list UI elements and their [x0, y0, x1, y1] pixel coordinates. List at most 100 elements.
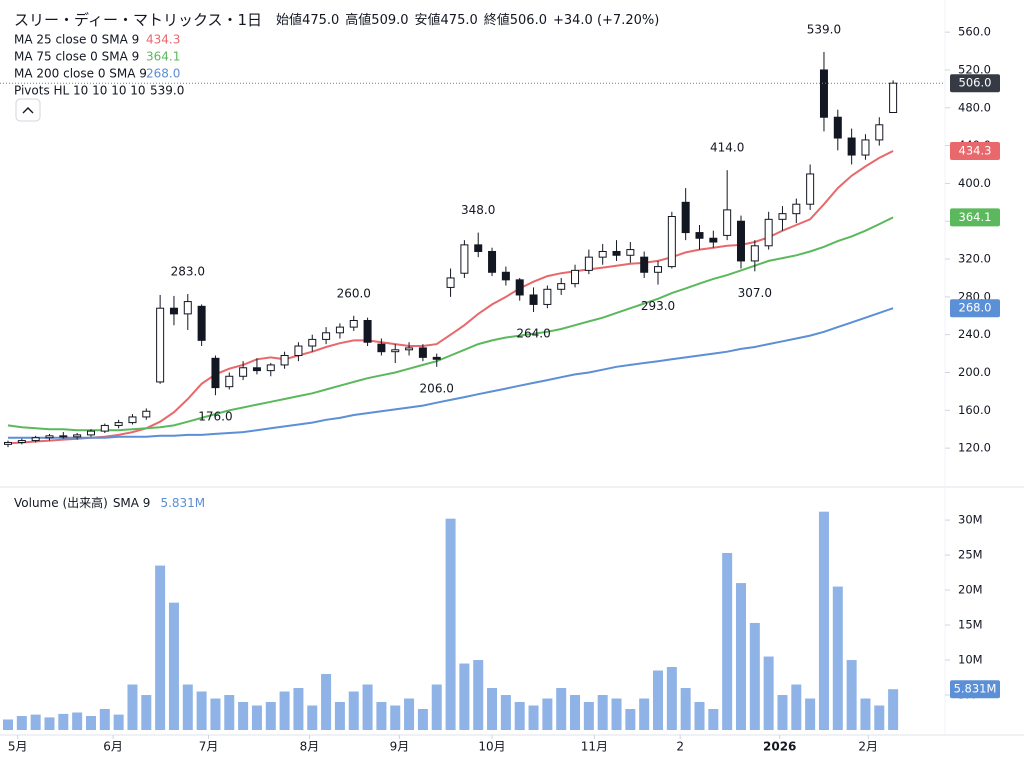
- ohlc-value: 506.0: [510, 13, 547, 28]
- volume-tick-label: 25M: [958, 548, 983, 562]
- volume-bar: [16, 716, 27, 730]
- candle-body: [335, 326, 344, 334]
- volume-bar: [874, 705, 885, 730]
- candle-body: [861, 139, 870, 156]
- pivot-label: 176.0: [198, 410, 232, 424]
- volume-bar: [528, 705, 539, 730]
- pivot-label: 307.0: [738, 286, 772, 300]
- candle-body: [363, 319, 372, 343]
- candle-body: [778, 213, 787, 220]
- candle-body: [418, 347, 427, 358]
- price-tag-bg: [950, 74, 1000, 93]
- chart-title: スリー・ディー・マトリックス・1日: [14, 11, 262, 29]
- volume-bar: [30, 714, 41, 730]
- volume-bar: [791, 684, 802, 730]
- volume-bar: [390, 705, 401, 730]
- candle-body: [114, 422, 123, 426]
- ma-tag-bg: [950, 299, 1000, 318]
- volume-tag-bg: [950, 680, 1000, 699]
- ohlc-value: 475.0: [441, 13, 478, 28]
- candle-body: [515, 279, 524, 296]
- volume-bar: [307, 705, 318, 730]
- candle-body: [405, 347, 414, 351]
- y-tick-label: 400.0: [958, 176, 991, 190]
- candle-body: [73, 434, 82, 438]
- ma-legend-value: 364.1: [146, 50, 180, 64]
- candle-body: [239, 367, 248, 377]
- volume-bar: [722, 552, 733, 730]
- moving-average-line: [8, 307, 894, 439]
- volume-bar: [846, 660, 857, 730]
- volume-bar: [3, 719, 13, 730]
- volume-bar: [265, 702, 276, 730]
- volume-bar: [459, 663, 470, 730]
- candle-body: [488, 250, 497, 273]
- x-tick-label: 10月: [478, 740, 505, 754]
- y-tick-label: 120.0: [958, 441, 991, 455]
- volume-bar: [805, 698, 816, 730]
- candle-body: [4, 441, 12, 445]
- candle-body: [377, 343, 386, 353]
- candle-body: [571, 269, 580, 285]
- pivot-legend-value: 539.0: [150, 84, 184, 98]
- candle-body: [833, 116, 842, 139]
- ma-legend-name: MA 200 close 0 SMA 9: [14, 67, 147, 81]
- candle-body: [45, 435, 54, 439]
- x-tick-label: 5月: [8, 740, 28, 754]
- volume-bar: [888, 689, 899, 730]
- candle-body: [501, 271, 510, 281]
- volume-bar: [445, 518, 456, 730]
- volume-bar: [155, 565, 166, 730]
- pivot-label: 206.0: [420, 381, 454, 395]
- volume-bar: [487, 688, 498, 730]
- candle-body: [695, 232, 704, 239]
- price-change: +34.0 (+7.20%): [553, 13, 659, 28]
- y-tick-label: 240.0: [958, 327, 991, 341]
- volume-bar: [735, 583, 746, 730]
- volume-tag: 5.831M: [954, 682, 997, 696]
- volume-bar: [404, 698, 415, 730]
- volume-bar: [749, 622, 760, 730]
- volume-bar: [58, 713, 69, 730]
- x-tick-label: 8月: [300, 740, 320, 754]
- ohlc-value: 509.0: [371, 13, 408, 28]
- candle-body: [750, 245, 759, 262]
- candle-body: [446, 277, 455, 288]
- volume-bar: [625, 709, 636, 730]
- candle-body: [17, 440, 26, 443]
- candle-body: [889, 82, 898, 114]
- y-tick-label: 560.0: [958, 25, 991, 39]
- volume-bar: [362, 684, 373, 730]
- candle-body: [543, 288, 552, 305]
- candle-body: [100, 424, 109, 432]
- ma-legend-value: 434.3: [146, 33, 180, 47]
- pivot-label: 539.0: [807, 22, 841, 36]
- candle-body: [847, 137, 856, 156]
- volume-bar: [542, 698, 553, 730]
- x-tick-label: 2月: [858, 740, 878, 754]
- candle-body: [59, 435, 68, 438]
- volume-tick-label: 20M: [958, 583, 983, 597]
- ma-tag-bg: [950, 141, 1000, 160]
- x-tick-label: 9月: [390, 740, 410, 754]
- candle-body: [280, 354, 289, 366]
- volume-bar: [583, 702, 594, 730]
- volume-bar: [500, 695, 511, 730]
- candle-body: [252, 367, 261, 372]
- volume-bar: [777, 695, 788, 730]
- volume-bar: [473, 660, 484, 730]
- y-tick-label: 520.0: [958, 62, 991, 76]
- candle-body: [391, 349, 400, 353]
- x-tick-label: 7月: [199, 740, 219, 754]
- y-tick-label: 160.0: [958, 403, 991, 417]
- legend-title-row: スリー・ディー・マトリックス・1日 始値475.0 高値509.0 安値475.0 終値…: [14, 11, 659, 29]
- x-tick-label: 11月: [581, 740, 608, 754]
- collapse-button[interactable]: [15, 98, 41, 122]
- x-tick-label: 2: [676, 740, 684, 754]
- volume-legend: Volume (出来高) SMA 9 5.831M: [14, 495, 205, 510]
- pivot-label: 293.0: [641, 299, 675, 313]
- candle-body: [156, 307, 165, 383]
- candle-body: [211, 357, 220, 389]
- ohlc-value: 475.0: [302, 13, 339, 28]
